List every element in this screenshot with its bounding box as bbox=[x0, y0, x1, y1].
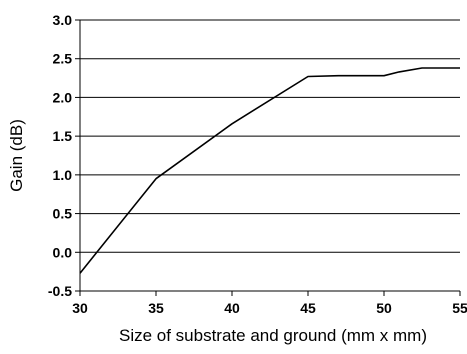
y-tick-label: 1.0 bbox=[53, 167, 73, 183]
x-tick-label: 45 bbox=[300, 300, 316, 316]
x-tick-label: 50 bbox=[376, 300, 392, 316]
x-axis-title: Size of substrate and ground (mm x mm) bbox=[119, 326, 427, 345]
series-layer bbox=[79, 67, 460, 274]
y-axis-title: Gain (dB) bbox=[7, 119, 26, 192]
x-tick-label: 40 bbox=[224, 300, 240, 316]
x-tick-label: 30 bbox=[72, 300, 88, 316]
y-tick-label: 2.5 bbox=[53, 51, 73, 67]
y-tick-label: 0.5 bbox=[53, 206, 73, 222]
y-tick-label: 2.0 bbox=[53, 89, 73, 105]
y-tick-label: -0.5 bbox=[48, 283, 72, 299]
y-tick-label: 3.0 bbox=[53, 12, 73, 28]
grid-lines bbox=[80, 19, 460, 253]
y-tick-label: 0.0 bbox=[53, 244, 73, 260]
x-tick-label: 35 bbox=[148, 300, 164, 316]
axes bbox=[75, 19, 461, 296]
series-line-0 bbox=[79, 67, 460, 274]
x-tick-label: 55 bbox=[452, 300, 467, 316]
y-tick-labels: 3.0 2.5 2.0 1.5 1.0 0.5 0.0 -0.5 bbox=[48, 12, 72, 299]
y-tick-label: 1.5 bbox=[53, 128, 73, 144]
x-tick-labels: 30 35 40 45 50 55 bbox=[72, 300, 467, 316]
